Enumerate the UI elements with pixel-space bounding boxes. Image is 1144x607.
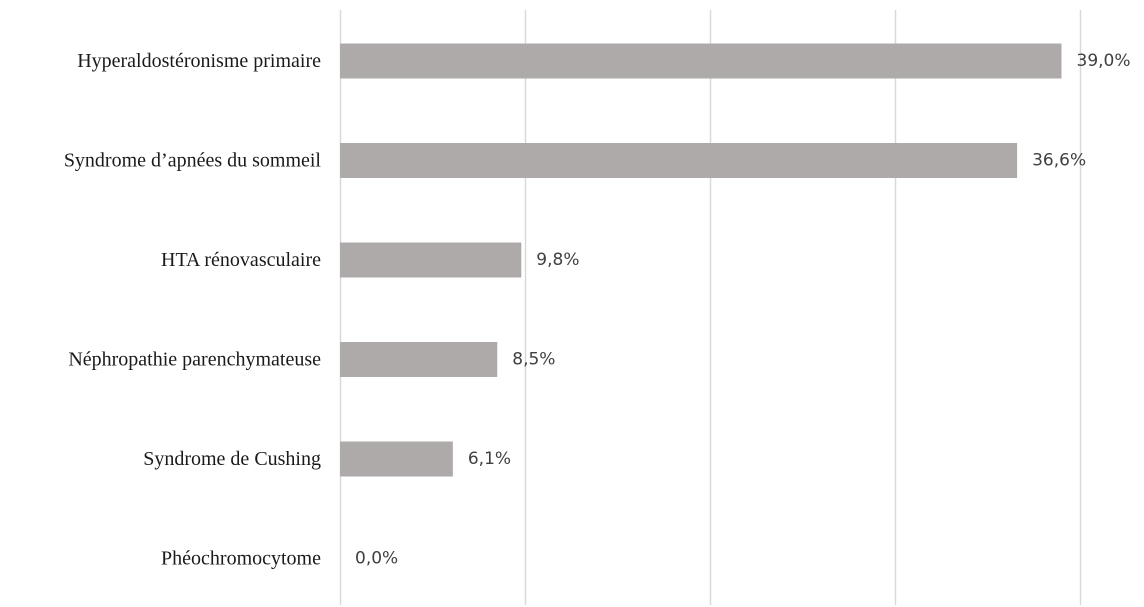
gridlines [339,10,1082,605]
category-label-0: Hyperaldostéronisme primaire [77,50,321,72]
data-label-3: 8,5% [512,350,555,370]
category-label-5: Phéochromocytome [161,548,321,570]
category-label-2: HTA rénovasculaire [161,249,321,271]
category-label-3: Néphropathie parenchymateuse [68,349,321,371]
bar-2 [340,242,522,278]
bar-0 [340,43,1062,79]
data-label-5: 0,0% [355,549,398,569]
data-label-0: 39,0% [1077,51,1131,71]
labels: Hyperaldostéronisme primaire 39,0% Syndrom… [64,50,1131,570]
bar-3 [340,342,498,377]
data-label-4: 6,1% [468,449,511,469]
bar-1 [340,143,1018,178]
category-label-1: Syndrome d’apnées du sommeil [64,150,322,172]
data-label-1: 36,6% [1032,151,1086,171]
bars [340,43,1062,477]
category-label-4: Syndrome de Cushing [143,448,321,470]
bar-4 [340,441,453,477]
data-label-2: 9,8% [536,250,579,270]
